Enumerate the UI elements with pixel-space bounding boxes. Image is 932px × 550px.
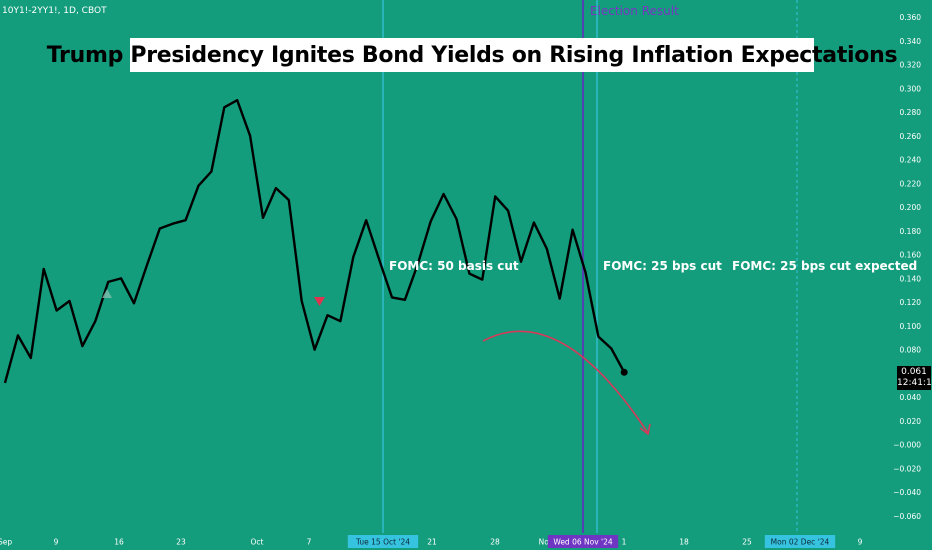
fomc-25-annotation: FOMC: 25 bps cut [603,259,722,273]
y-tick-label: 0.280 [900,108,922,117]
series-line [3,98,626,384]
up-marker-icon [102,289,112,298]
last-price-time: 12:41:12 [897,378,932,388]
y-tick-label: 0.340 [900,37,922,46]
y-tick-label: 0.200 [900,203,922,212]
x-tick-label: 7 [307,538,312,547]
x-tick-pill [347,535,419,548]
x-tick-label: 16 [114,538,124,547]
down-marker-icon [314,297,325,306]
y-tick-label: 0.220 [900,179,922,188]
x-tick-label: 9 [54,538,59,547]
y-tick-label: 0.160 [900,251,922,260]
x-tick-label: 21 [427,538,437,547]
x-tick-label: 18 [679,538,689,547]
x-tick-pill [764,535,836,548]
x-tick-label: Nov [539,538,554,547]
x-tick-label: Wed 06 Nov '24 [553,538,613,547]
x-tick-label: Oct [251,538,264,547]
x-tick-label: 23 [176,538,186,547]
forecast-arrow-icon [482,330,649,434]
x-tick-label: Tue 15 Oct '24 [355,538,410,547]
y-tick-label: 0.260 [900,132,922,141]
y-tick-label: −0.000 [893,441,921,450]
x-tick-label: Mon 02 Dec '24 [771,538,830,547]
x-tick-label: 28 [490,538,500,547]
x-tick-label: 9 [858,538,863,547]
y-tick-label: 0.020 [900,417,922,426]
y-tick-label: 0.300 [900,84,922,93]
y-tick-label: 0.100 [900,322,922,331]
chart-title: Trump Presidency Ignites Bond Yields on … [46,42,898,68]
y-tick-label: 0.240 [900,156,922,165]
y-tick-label: 0.080 [900,346,922,355]
y-tick-label: 0.040 [900,393,922,402]
fomc-25-expected-annotation: FOMC: 25 bps cut expected [732,259,918,273]
y-tick-label: 0.180 [900,227,922,236]
x-tick-label: 1 [622,538,627,547]
symbol-label: 10Y1!-2YY1!, 1D, CBOT [2,6,107,16]
last-price-tag: 0.061 12:41:12 [897,366,932,390]
arrow-head-icon [639,423,651,436]
last-point [620,368,628,376]
x-tick-label: 25 [742,538,752,547]
fomc-50-annotation: FOMC: 50 basis cut [389,259,519,273]
chart-title-box: Trump Presidency Ignites Bond Yields on … [47,38,898,72]
x-tick-pill [547,535,619,548]
y-tick-label: −0.040 [893,488,921,497]
y-tick-label: 0.320 [900,61,922,70]
y-tick-label: −0.020 [893,464,921,473]
y-tick-label: 0.140 [900,274,922,283]
x-tick-label: Sep [0,538,12,547]
election-label: Election Result [590,4,679,18]
last-price-value: 0.061 [901,367,927,377]
y-tick-label: 0.120 [900,298,922,307]
y-tick-label: 0.360 [900,13,922,22]
y-tick-label: −0.060 [893,512,921,521]
